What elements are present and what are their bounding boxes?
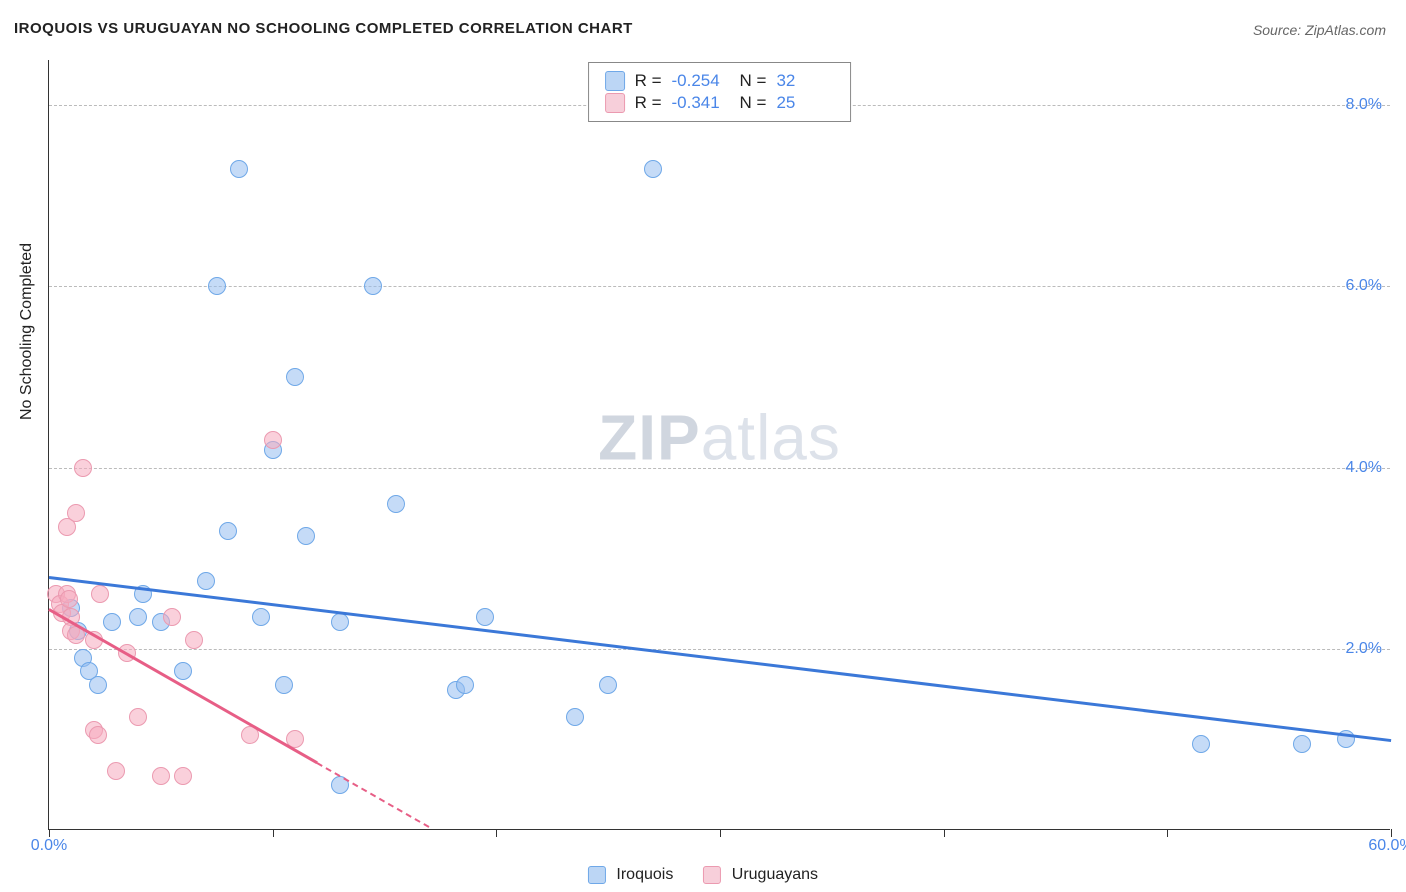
watermark: ZIPatlas	[598, 400, 841, 474]
x-tick	[720, 829, 721, 837]
data-point	[230, 160, 248, 178]
data-point	[599, 676, 617, 694]
legend-top-row: R = -0.254 N = 32	[605, 71, 835, 91]
x-tick	[496, 829, 497, 837]
legend-r-value: -0.254	[672, 71, 730, 91]
legend-swatch-icon	[588, 866, 606, 884]
trend-line	[49, 576, 1391, 742]
data-point	[1192, 735, 1210, 753]
y-tick-label: 4.0%	[1346, 459, 1382, 477]
data-point	[67, 504, 85, 522]
data-point	[107, 762, 125, 780]
x-tick-label: 60.0%	[1368, 837, 1406, 855]
data-point	[387, 495, 405, 513]
legend-n-value: 25	[776, 93, 834, 113]
data-point	[163, 608, 181, 626]
legend-n-label: N =	[740, 71, 767, 91]
gridline	[49, 286, 1390, 287]
data-point	[364, 277, 382, 295]
data-point	[60, 590, 78, 608]
legend-bottom-label: Uruguayans	[732, 866, 818, 883]
legend-bottom: Iroquois Uruguayans	[588, 866, 818, 884]
source-label: Source: ZipAtlas.com	[1253, 22, 1386, 38]
y-axis-label: No Schooling Completed	[18, 243, 36, 420]
data-point	[219, 522, 237, 540]
legend-top: R = -0.254 N = 32 R = -0.341 N = 25	[588, 62, 852, 122]
legend-swatch-icon	[605, 93, 625, 113]
data-point	[129, 708, 147, 726]
watermark-rest: atlas	[701, 401, 841, 473]
data-point	[476, 608, 494, 626]
legend-r-value: -0.341	[672, 93, 730, 113]
x-tick	[944, 829, 945, 837]
data-point	[89, 676, 107, 694]
data-point	[129, 608, 147, 626]
x-tick	[273, 829, 274, 837]
data-point	[174, 767, 192, 785]
data-point	[74, 459, 92, 477]
trend-line	[317, 762, 430, 828]
data-point	[185, 631, 203, 649]
data-point	[103, 613, 121, 631]
data-point	[456, 676, 474, 694]
data-point	[174, 662, 192, 680]
chart-title: IROQUOIS VS URUGUAYAN NO SCHOOLING COMPL…	[14, 20, 633, 37]
data-point	[331, 613, 349, 631]
legend-bottom-item: Uruguayans	[703, 866, 818, 884]
data-point	[286, 368, 304, 386]
watermark-bold: ZIP	[598, 401, 701, 473]
y-tick-label: 2.0%	[1346, 640, 1382, 658]
legend-bottom-item: Iroquois	[588, 866, 673, 884]
legend-n-value: 32	[776, 71, 834, 91]
x-tick	[49, 829, 50, 837]
data-point	[152, 767, 170, 785]
y-tick-label: 8.0%	[1346, 96, 1382, 114]
data-point	[252, 608, 270, 626]
legend-bottom-label: Iroquois	[616, 866, 673, 883]
gridline	[49, 649, 1390, 650]
x-tick-label: 0.0%	[31, 837, 67, 855]
x-tick	[1391, 829, 1392, 837]
data-point	[197, 572, 215, 590]
data-point	[89, 726, 107, 744]
data-point	[91, 585, 109, 603]
data-point	[566, 708, 584, 726]
gridline	[49, 468, 1390, 469]
data-point	[264, 431, 282, 449]
data-point	[297, 527, 315, 545]
legend-swatch-icon	[703, 866, 721, 884]
x-tick	[1167, 829, 1168, 837]
legend-top-row: R = -0.341 N = 25	[605, 93, 835, 113]
data-point	[208, 277, 226, 295]
plot-area: ZIPatlas R = -0.254 N = 32 R = -0.341 N …	[48, 60, 1390, 830]
data-point	[275, 676, 293, 694]
y-tick-label: 6.0%	[1346, 277, 1382, 295]
data-point	[1293, 735, 1311, 753]
legend-swatch-icon	[605, 71, 625, 91]
legend-r-label: R =	[635, 71, 662, 91]
data-point	[644, 160, 662, 178]
legend-n-label: N =	[740, 93, 767, 113]
legend-r-label: R =	[635, 93, 662, 113]
